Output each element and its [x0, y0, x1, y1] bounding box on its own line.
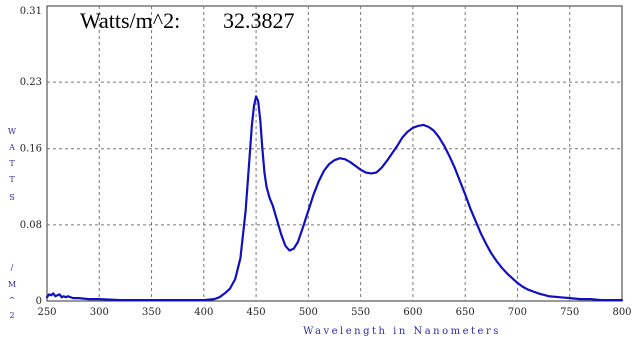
x-tick-label: 650 [456, 307, 475, 318]
y-tick-label: 0.16 [20, 144, 42, 155]
x-tick-labels: 250 300 350 400 450 500 550 600 650 700 750 800 [37, 307, 631, 318]
y-tick-label: 0 [36, 296, 42, 307]
spectrum-series-line [45, 95, 624, 302]
y-axis-label-char: M [8, 280, 16, 289]
y-tick-label: 0.08 [20, 220, 42, 231]
y-axis-label-char: T [9, 175, 15, 184]
grid-lines [47, 6, 622, 301]
title-label: Watts/m^2: [80, 8, 180, 33]
y-tick-label: 0.23 [20, 77, 42, 88]
x-tick-label: 500 [299, 307, 318, 318]
y-axis-label-char: W [8, 127, 17, 136]
y-axis-label-char: 2 [9, 311, 14, 320]
x-tick-label: 250 [37, 307, 56, 318]
y-tick-labels: 0 0.08 0.16 0.23 0.31 [20, 6, 42, 307]
y-axis-label-char: S [9, 193, 14, 202]
y-axis-label-char: / [11, 263, 14, 272]
x-tick-label: 400 [194, 307, 213, 318]
x-tick-label: 600 [403, 307, 422, 318]
series-group [45, 95, 624, 302]
title-value: 32.3827 [223, 8, 295, 33]
x-tick-label: 450 [247, 307, 266, 318]
y-axis-label-char: ^ [9, 296, 16, 305]
y-axis-label-char: T [9, 159, 15, 168]
x-tick-label: 750 [560, 307, 579, 318]
y-tick-label: 0.31 [20, 6, 42, 17]
x-tick-label: 800 [612, 307, 631, 318]
x-tick-label: 300 [90, 307, 109, 318]
plot-frame [46, 5, 623, 302]
x-tick-label: 350 [142, 307, 161, 318]
y-axis-label-char: A [8, 143, 15, 152]
x-tick-label: 550 [351, 307, 370, 318]
x-axis-label: Wavelength in Nanometers [303, 326, 501, 337]
x-tick-label: 700 [508, 307, 527, 318]
